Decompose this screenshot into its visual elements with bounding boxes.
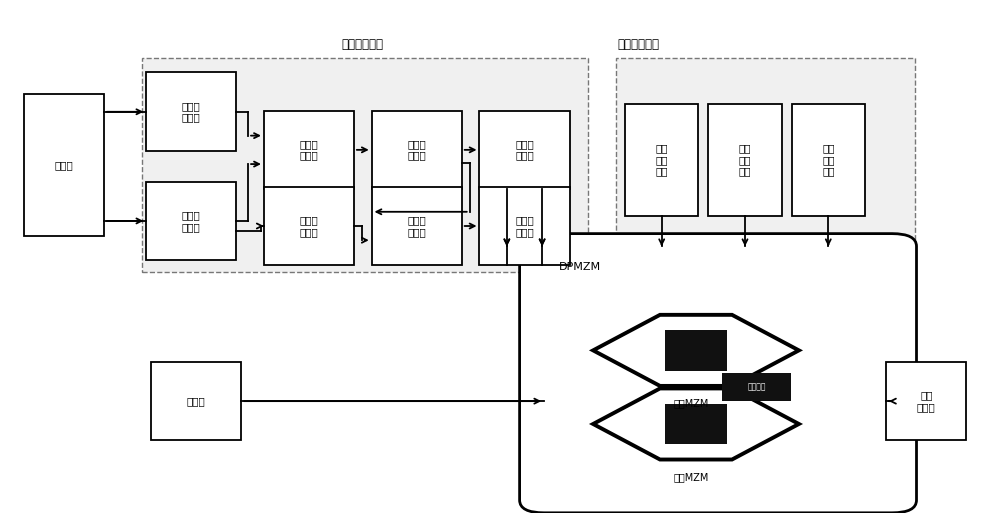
FancyBboxPatch shape [520,234,916,513]
Text: 下行MZM: 下行MZM [673,472,709,482]
Text: 第一电
合路器: 第一电 合路器 [300,139,318,161]
FancyBboxPatch shape [142,59,588,271]
Text: 偏置控制模块: 偏置控制模块 [618,38,660,51]
FancyBboxPatch shape [665,416,727,432]
Text: 激光器: 激光器 [187,396,206,406]
Text: 上行MZM: 上行MZM [673,399,709,409]
FancyBboxPatch shape [24,94,104,236]
FancyBboxPatch shape [722,373,791,401]
Text: 第一
直流
电源: 第一 直流 电源 [655,143,668,177]
FancyBboxPatch shape [665,404,727,420]
FancyBboxPatch shape [708,104,782,216]
Text: 相位控制模块: 相位控制模块 [342,38,384,51]
FancyBboxPatch shape [264,110,354,189]
Text: 第二电
分路器: 第二电 分路器 [182,210,201,232]
FancyBboxPatch shape [146,73,236,151]
FancyBboxPatch shape [665,354,727,371]
FancyBboxPatch shape [665,342,727,358]
Text: 光电
探测器: 光电 探测器 [917,391,936,412]
Text: 第一电
分路器: 第一电 分路器 [182,101,201,123]
FancyBboxPatch shape [264,186,354,265]
Text: 第二电
合路器: 第二电 合路器 [407,215,426,237]
Polygon shape [593,315,799,386]
FancyBboxPatch shape [665,428,727,444]
Polygon shape [593,388,799,459]
FancyBboxPatch shape [792,104,865,216]
Text: 第三电
分路器: 第三电 分路器 [407,139,426,161]
FancyBboxPatch shape [479,110,570,189]
Text: DPMZM: DPMZM [559,262,601,271]
FancyBboxPatch shape [625,104,698,216]
FancyBboxPatch shape [665,330,727,347]
Text: 第四电
分路器: 第四电 分路器 [515,215,534,237]
Text: 主调制器: 主调制器 [748,382,766,392]
FancyBboxPatch shape [616,59,915,271]
Text: 第一电
移相器: 第一电 移相器 [300,215,318,237]
FancyBboxPatch shape [372,186,462,265]
Text: 第二电
移相器: 第二电 移相器 [515,139,534,161]
Text: 第三
直流
电源: 第三 直流 电源 [822,143,835,177]
FancyBboxPatch shape [479,186,570,265]
Text: 微波源: 微波源 [55,160,73,170]
FancyBboxPatch shape [146,182,236,260]
FancyBboxPatch shape [151,362,241,440]
FancyBboxPatch shape [372,110,462,189]
Text: 第二
直流
电源: 第二 直流 电源 [739,143,751,177]
FancyBboxPatch shape [886,362,966,440]
